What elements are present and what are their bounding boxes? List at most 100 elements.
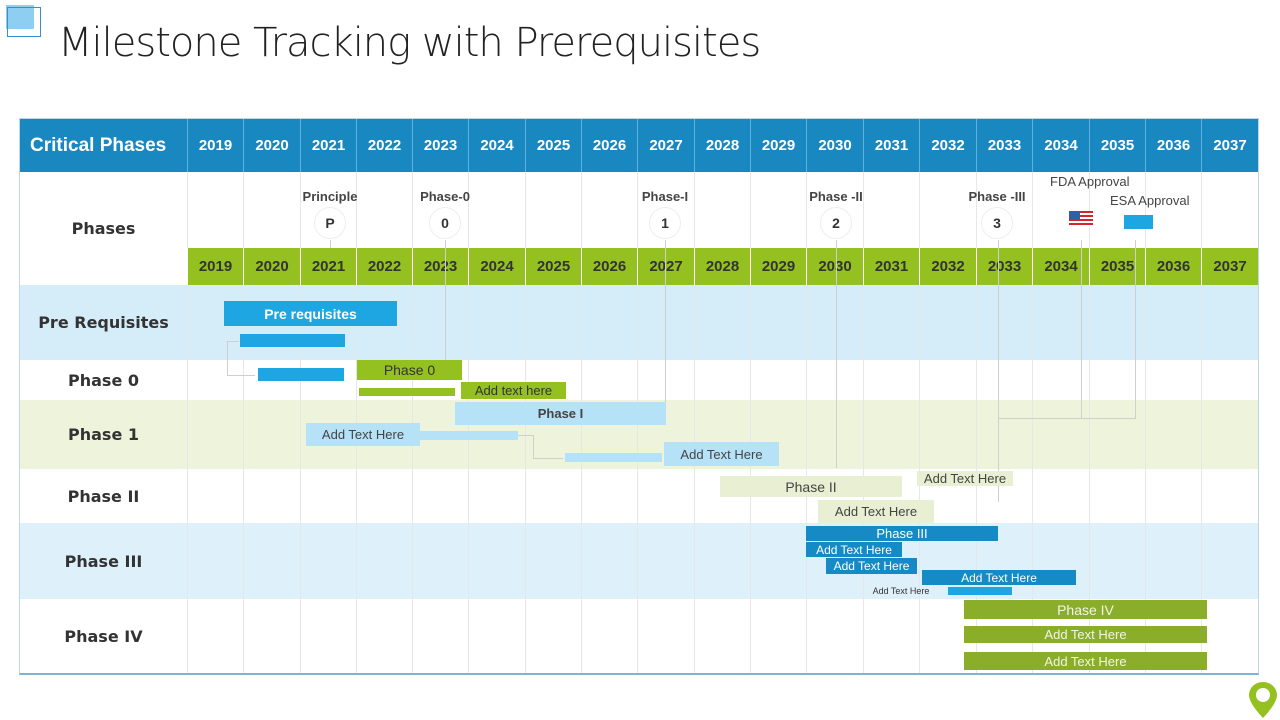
grid-line [300, 172, 301, 674]
connector [998, 418, 1136, 419]
grid-line [919, 172, 920, 674]
bar-phase4-sub1[interactable]: Add Text Here [964, 626, 1207, 643]
timeline-year-2022: 2022 [356, 248, 412, 285]
milestone-esa-label: ESA Approval [1110, 193, 1190, 208]
grid-line [863, 172, 864, 674]
connector [836, 240, 837, 468]
timeline-year-2029: 2029 [750, 248, 806, 285]
bar-phase0-sub[interactable] [359, 388, 455, 396]
timeline-year-2026: 2026 [581, 248, 637, 285]
us-flag-icon [1069, 211, 1093, 227]
timeline-year-2031: 2031 [863, 248, 919, 285]
connector [227, 341, 228, 376]
milestone-phase0-marker: 0 [429, 207, 461, 239]
row-label-phase0: Phase 0 [68, 370, 139, 390]
grid-line [1145, 172, 1146, 674]
connector [533, 435, 534, 458]
decorative-square-outline [7, 7, 41, 37]
grid-line [1201, 172, 1202, 674]
milestone-phase3-label: Phase -III [968, 189, 1026, 204]
header-year-2021: 2021 [300, 119, 356, 172]
header-year-2033: 2033 [976, 119, 1032, 172]
timeline-year-2023: 2023 [412, 248, 468, 285]
bar-phase3-sub4-label: Add Text Here [872, 586, 930, 596]
header-critical-phases: Critical Phases [30, 134, 167, 156]
bar-phase3-main[interactable]: Phase III [806, 526, 998, 541]
row-label-prereq: Pre Requisites [38, 313, 169, 332]
timeline-year-2025: 2025 [525, 248, 581, 285]
bar-phase0-main[interactable]: Phase 0 [357, 360, 462, 380]
bar-phase4-sub2[interactable]: Add Text Here [964, 652, 1207, 670]
row-label-phase4: Phase IV [64, 627, 143, 646]
bar-phase3-sub4[interactable] [948, 587, 1012, 595]
timeline-year-2019: 2019 [187, 248, 243, 285]
header-year-2030: 2030 [806, 119, 863, 172]
header-bar [20, 119, 1258, 172]
bar-phase3-sub1[interactable]: Add Text Here [806, 542, 902, 557]
bar-prereq-sub1[interactable] [240, 334, 345, 347]
milestone-fda-label: FDA Approval [1050, 174, 1130, 189]
connector [998, 240, 999, 502]
header-year-2027: 2027 [637, 119, 694, 172]
grid-line [1089, 172, 1090, 674]
row-label-phases: Phases [71, 219, 136, 238]
header-year-2024: 2024 [468, 119, 525, 172]
header-year-2020: 2020 [243, 119, 300, 172]
connector [1081, 240, 1082, 418]
bar-phase3-sub3[interactable]: Add Text Here [922, 570, 1076, 585]
bar-phase2-main[interactable]: Phase II [720, 476, 902, 497]
header-year-2023: 2023 [412, 119, 468, 172]
grid-line [750, 172, 751, 674]
bar-phase3-sub2[interactable]: Add Text Here [826, 558, 917, 574]
timeline-year-2024: 2024 [468, 248, 525, 285]
timeline-year-2034: 2034 [1032, 248, 1089, 285]
bar-phase0-text[interactable]: Add text here [461, 382, 566, 399]
grid-line [694, 172, 695, 674]
bar-phase2-sub2[interactable]: Add Text Here [917, 471, 1013, 486]
timeline-year-2032: 2032 [919, 248, 976, 285]
header-year-2036: 2036 [1145, 119, 1201, 172]
row-label-phase3: Phase III [64, 551, 143, 571]
location-pin-icon [1249, 682, 1277, 718]
bar-phase1-sub2[interactable]: Add Text Here [664, 442, 779, 466]
bar-prereq-sub2[interactable] [258, 368, 344, 381]
header-year-2031: 2031 [863, 119, 919, 172]
milestone-phase2-marker: 2 [820, 207, 852, 239]
milestone-phase2-label: Phase -II [809, 189, 863, 204]
timeline-year-2030: 2030 [806, 248, 863, 285]
timeline-year-2033: 2033 [976, 248, 1032, 285]
bar-prereq-main[interactable]: Pre requisites [224, 301, 397, 326]
header-year-2035: 2035 [1089, 119, 1145, 172]
header-year-2028: 2028 [694, 119, 750, 172]
bar-phase4-main[interactable]: Phase IV [964, 600, 1207, 619]
timeline-year-2021: 2021 [300, 248, 356, 285]
milestone-principle-label: Principle [302, 189, 358, 204]
page-title: Milestone Tracking with Prerequisites [58, 20, 761, 66]
connector [665, 240, 666, 405]
milestone-principle-marker: P [314, 207, 346, 239]
timeline-year-2020: 2020 [243, 248, 300, 285]
timeline-frame [19, 118, 1259, 675]
header-year-2032: 2032 [919, 119, 976, 172]
bar-phase1-sub2-ext[interactable] [565, 453, 662, 462]
grid-line [1032, 172, 1033, 674]
timeline-year-2037: 2037 [1201, 248, 1258, 285]
timeline-year-2035: 2035 [1089, 248, 1145, 285]
bar-phase2-sub1[interactable]: Add Text Here [818, 500, 934, 523]
connector [533, 458, 563, 459]
header-year-2026: 2026 [581, 119, 637, 172]
connector [330, 240, 331, 248]
timeline-year-2028: 2028 [694, 248, 750, 285]
connector [227, 375, 255, 376]
milestone-phase3-marker: 3 [981, 207, 1013, 239]
connector [445, 240, 446, 380]
bar-phase1-sub1-ext[interactable] [420, 431, 518, 440]
bar-phase1-sub1[interactable]: Add Text Here [306, 423, 420, 446]
grid-line [976, 172, 977, 674]
grid-line [806, 172, 807, 674]
connector [517, 435, 533, 436]
band-phase2 [20, 469, 1258, 523]
header-year-2019: 2019 [187, 119, 243, 172]
connector [1135, 240, 1136, 418]
bar-phase1-main[interactable]: Phase I [455, 402, 666, 425]
